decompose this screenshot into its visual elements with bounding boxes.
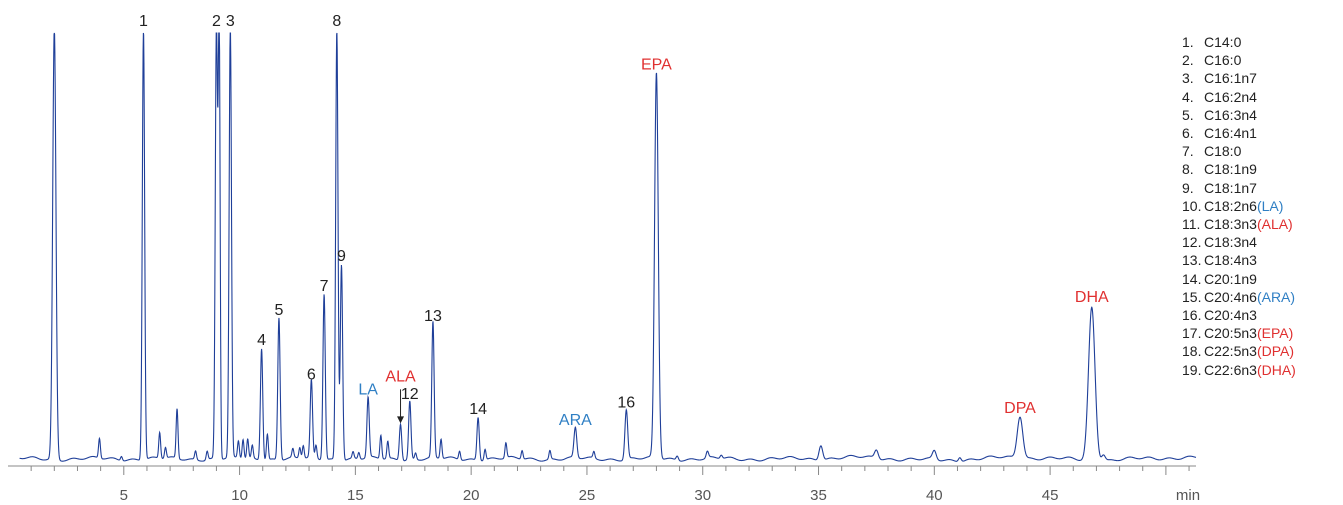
legend-item: 5. C16:3n4: [1182, 106, 1296, 124]
peak-number-label: 3: [226, 13, 235, 30]
legend-item-name: C18:1n9: [1204, 161, 1257, 178]
legend-item-number: 2.: [1182, 52, 1194, 69]
legend-item: 12. C18:3n4: [1182, 233, 1296, 251]
legend-item: 3. C16:1n7: [1182, 69, 1296, 87]
legend-item: 10. C18:2n6(LA): [1182, 197, 1296, 215]
legend-item-name: C18:2n6: [1204, 197, 1257, 214]
compound-annotation: ARA: [559, 412, 592, 429]
peak-number-label: 7: [320, 278, 329, 295]
legend-item: 13. C18:4n3: [1182, 251, 1296, 269]
peak-number-label: 1: [139, 13, 148, 30]
legend-item-name: C22:6n3: [1204, 361, 1257, 378]
legend-item-name: C14:0: [1204, 34, 1242, 50]
legend-item-abbreviation: (ARA): [1256, 288, 1296, 305]
legend-item: 2. C16:0: [1182, 51, 1296, 69]
x-tick-label: 45: [1042, 487, 1059, 504]
legend-item-number: 14.: [1182, 270, 1202, 287]
legend-item-name: C16:0: [1204, 52, 1242, 69]
legend-item: 14. C20:1n9: [1182, 270, 1296, 288]
legend-item-number: 1.: [1182, 34, 1194, 50]
peak-number-label: 6: [307, 366, 316, 383]
x-axis-unit-label: min: [1176, 487, 1200, 504]
chromatogram-trace: [19, 32, 1197, 462]
legend-item-abbreviation: (DHA): [1256, 361, 1296, 378]
peak-number-label: 16: [617, 394, 635, 411]
legend-item: 1. C14:0: [1182, 33, 1296, 51]
legend-item-name: C16:3n4: [1204, 106, 1257, 123]
legend-item: 19. C22:6n3(DHA): [1182, 361, 1296, 379]
compound-annotation: EPA: [641, 56, 672, 73]
compound-annotation: DPA: [1004, 400, 1036, 417]
legend-item-number: 6.: [1182, 125, 1194, 142]
peak-number-label: 14: [469, 401, 487, 418]
legend-item-number: 16.: [1182, 307, 1202, 324]
x-tick-label: 15: [347, 487, 364, 504]
x-tick-label: 35: [810, 487, 827, 504]
legend-item-number: 13.: [1182, 252, 1202, 269]
legend-item-number: 8.: [1182, 161, 1194, 178]
legend-item: 15. C20:4n6(ARA): [1182, 288, 1296, 306]
x-tick-label: 40: [926, 487, 943, 504]
annotation-arrowhead: [397, 416, 405, 424]
x-tick-label: 5: [120, 487, 128, 504]
legend-item-number: 12.: [1182, 234, 1202, 251]
x-tick-label: 10: [231, 487, 248, 504]
legend-item-abbreviation: (LA): [1256, 197, 1284, 214]
legend-item-name: C18:3n3: [1204, 216, 1257, 233]
legend-item-abbreviation: (EPA): [1256, 325, 1294, 342]
peak-number-label: 8: [332, 13, 341, 30]
legend-item-number: 19.: [1182, 361, 1202, 378]
legend-item-name: C18:0: [1204, 143, 1242, 160]
legend-item-name: C22:5n3: [1204, 343, 1257, 360]
legend-item: 11. C18:3n3(ALA): [1182, 215, 1296, 233]
peak-legend: 1. C14:0 2. C16:0 3. C16:1n7 4. C16:2n4 5. C16:3n…: [1182, 33, 1296, 379]
legend-item-number: 17.: [1182, 325, 1202, 342]
peak-number-label: 13: [424, 308, 442, 325]
legend-item-number: 5.: [1182, 106, 1194, 123]
legend-item-number: 3.: [1182, 70, 1194, 87]
legend-item-name: C18:3n4: [1204, 234, 1257, 251]
legend-item-number: 18.: [1182, 343, 1202, 360]
legend-item-number: 15.: [1182, 288, 1202, 305]
legend-item: 8. C18:1n9: [1182, 160, 1296, 178]
legend-item-name: C20:4n3: [1204, 307, 1257, 324]
legend-item-abbreviation: (DPA): [1256, 343, 1295, 360]
peak-number-label: 9: [337, 248, 346, 265]
legend-item-number: 7.: [1182, 143, 1194, 160]
legend-item-name: C18:4n3: [1204, 252, 1257, 269]
compound-annotation: DHA: [1075, 289, 1109, 306]
legend-item-name: C20:5n3: [1204, 325, 1257, 342]
legend-item-name: C18:1n7: [1204, 179, 1257, 196]
legend-item: 6. C16:4n1: [1182, 124, 1296, 142]
legend-item-name: C20:1n9: [1204, 270, 1257, 287]
x-tick-label: 30: [694, 487, 711, 504]
compound-annotation: ALA: [385, 368, 416, 385]
legend-item: 7. C18:0: [1182, 142, 1296, 160]
peak-number-label: 4: [257, 332, 266, 349]
compound-annotation: LA: [358, 382, 378, 399]
legend-item-name: C20:4n6: [1204, 288, 1257, 305]
legend-item: 18. C22:5n3(DPA): [1182, 342, 1296, 360]
x-tick-label: 25: [579, 487, 596, 504]
legend-item: 17. C20:5n3(EPA): [1182, 324, 1296, 342]
peak-number-label: 5: [274, 302, 283, 319]
legend-item-name: C16:4n1: [1204, 125, 1257, 142]
peak-number-label: 12: [401, 386, 419, 403]
x-axis: 5 10 15 20 25 30 35 40 45: [8, 465, 1196, 504]
legend-item-number: 11.: [1182, 216, 1201, 233]
legend-item-name: C16:2n4: [1204, 88, 1257, 105]
peak-number-label: 2: [212, 13, 221, 30]
legend-item-abbreviation: (ALA): [1256, 216, 1293, 233]
legend-item: 9. C18:1n7: [1182, 179, 1296, 197]
legend-item-name: C16:1n7: [1204, 70, 1257, 87]
legend-item-number: 9.: [1182, 179, 1194, 196]
legend-item-number: 4.: [1182, 88, 1194, 105]
legend-item: 4. C16:2n4: [1182, 88, 1296, 106]
x-tick-label: 20: [463, 487, 480, 504]
legend-item-number: 10.: [1182, 197, 1202, 214]
legend-item: 16. C20:4n3: [1182, 306, 1296, 324]
